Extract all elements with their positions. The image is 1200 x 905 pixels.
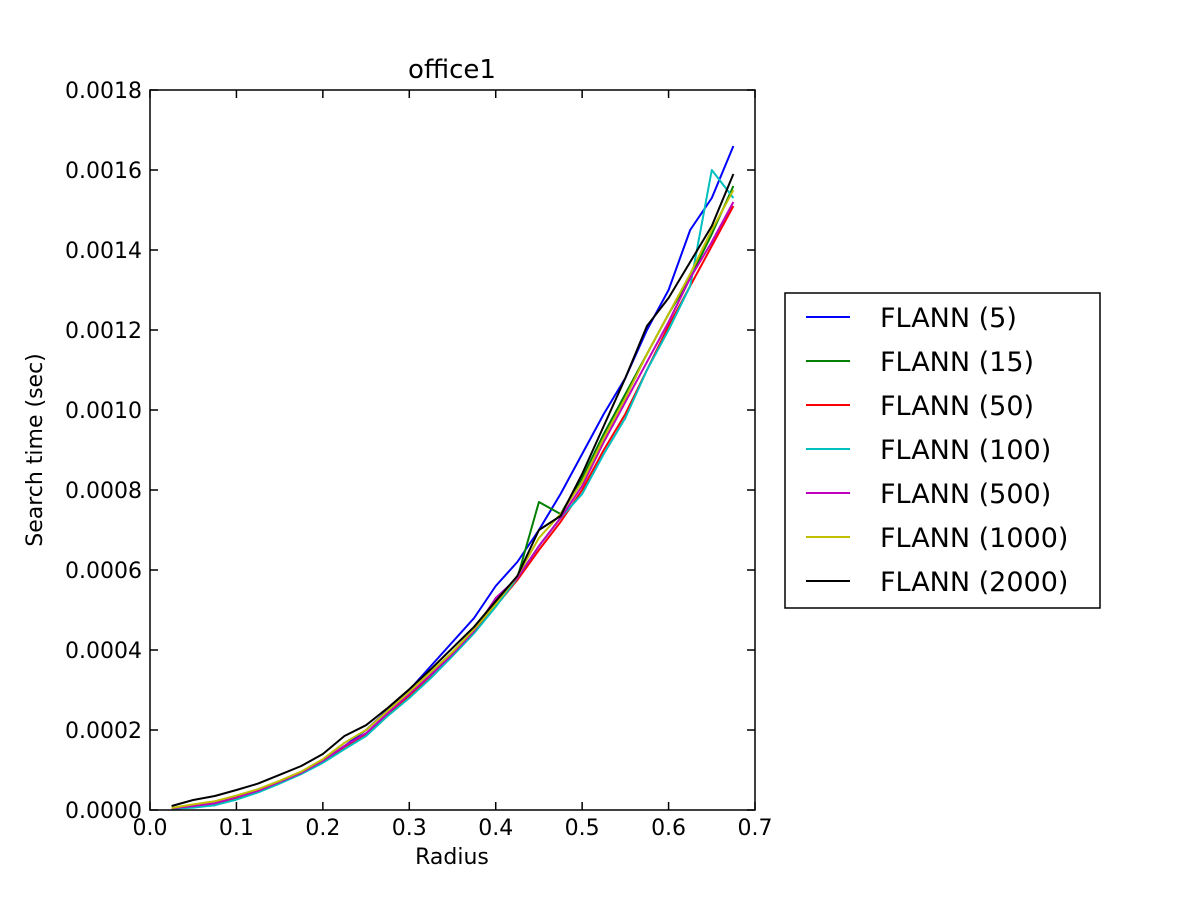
y-tick-label: 0.0010 (65, 399, 142, 424)
y-tick-label: 0.0002 (65, 719, 142, 744)
legend-label: FLANN (50) (880, 391, 1034, 422)
legend-label: FLANN (500) (880, 479, 1051, 510)
y-axis-label: Search time (sec) (23, 353, 48, 547)
x-axis-label: Radius (415, 845, 489, 870)
x-tick-label: 0.1 (219, 816, 254, 841)
plot-area (150, 90, 755, 810)
plot-frame (149, 89, 756, 811)
x-tick-label: 0.5 (565, 816, 600, 841)
chart-title: office1 (408, 55, 496, 85)
x-tick-label: 0.3 (392, 816, 427, 841)
legend-label: FLANN (1000) (880, 523, 1068, 554)
x-tick-label: 0.2 (305, 816, 340, 841)
y-tick-label: 0.0018 (65, 79, 142, 104)
series-line-5 (171, 189, 735, 809)
legend-label: FLANN (100) (880, 435, 1051, 466)
tick-labels: 0.0 0.1 0.2 0.3 0.4 0.5 0.6 0.7 0.0000 0.0002 0.00… (65, 79, 772, 841)
series-lines (171, 145, 735, 810)
legend-label: FLANN (2000) (880, 567, 1068, 598)
x-tick-label: 0.7 (738, 816, 773, 841)
legend-label: FLANN (15) (880, 347, 1034, 378)
legend-frame (784, 292, 1101, 609)
y-tick-label: 0.0008 (65, 479, 142, 504)
x-tick-label: 0.4 (478, 816, 513, 841)
series-line-3 (171, 169, 735, 810)
legend: FLANN (5) FLANN (15) FLANN (50) FLANN (100)… (784, 292, 1101, 609)
x-tick-label: 0.0 (133, 816, 168, 841)
y-tick-label: 0.0014 (65, 239, 142, 264)
y-tick-label: 0.0000 (65, 799, 142, 824)
series-line-6 (171, 173, 735, 807)
y-tick-label: 0.0012 (65, 319, 142, 344)
y-tick-label: 0.0016 (65, 159, 142, 184)
series-line-4 (171, 201, 735, 810)
legend-label: FLANN (5) (880, 303, 1017, 334)
x-tick-label: 0.6 (651, 816, 686, 841)
y-tick-label: 0.0004 (65, 639, 142, 664)
y-tick-label: 0.0006 (65, 559, 142, 584)
